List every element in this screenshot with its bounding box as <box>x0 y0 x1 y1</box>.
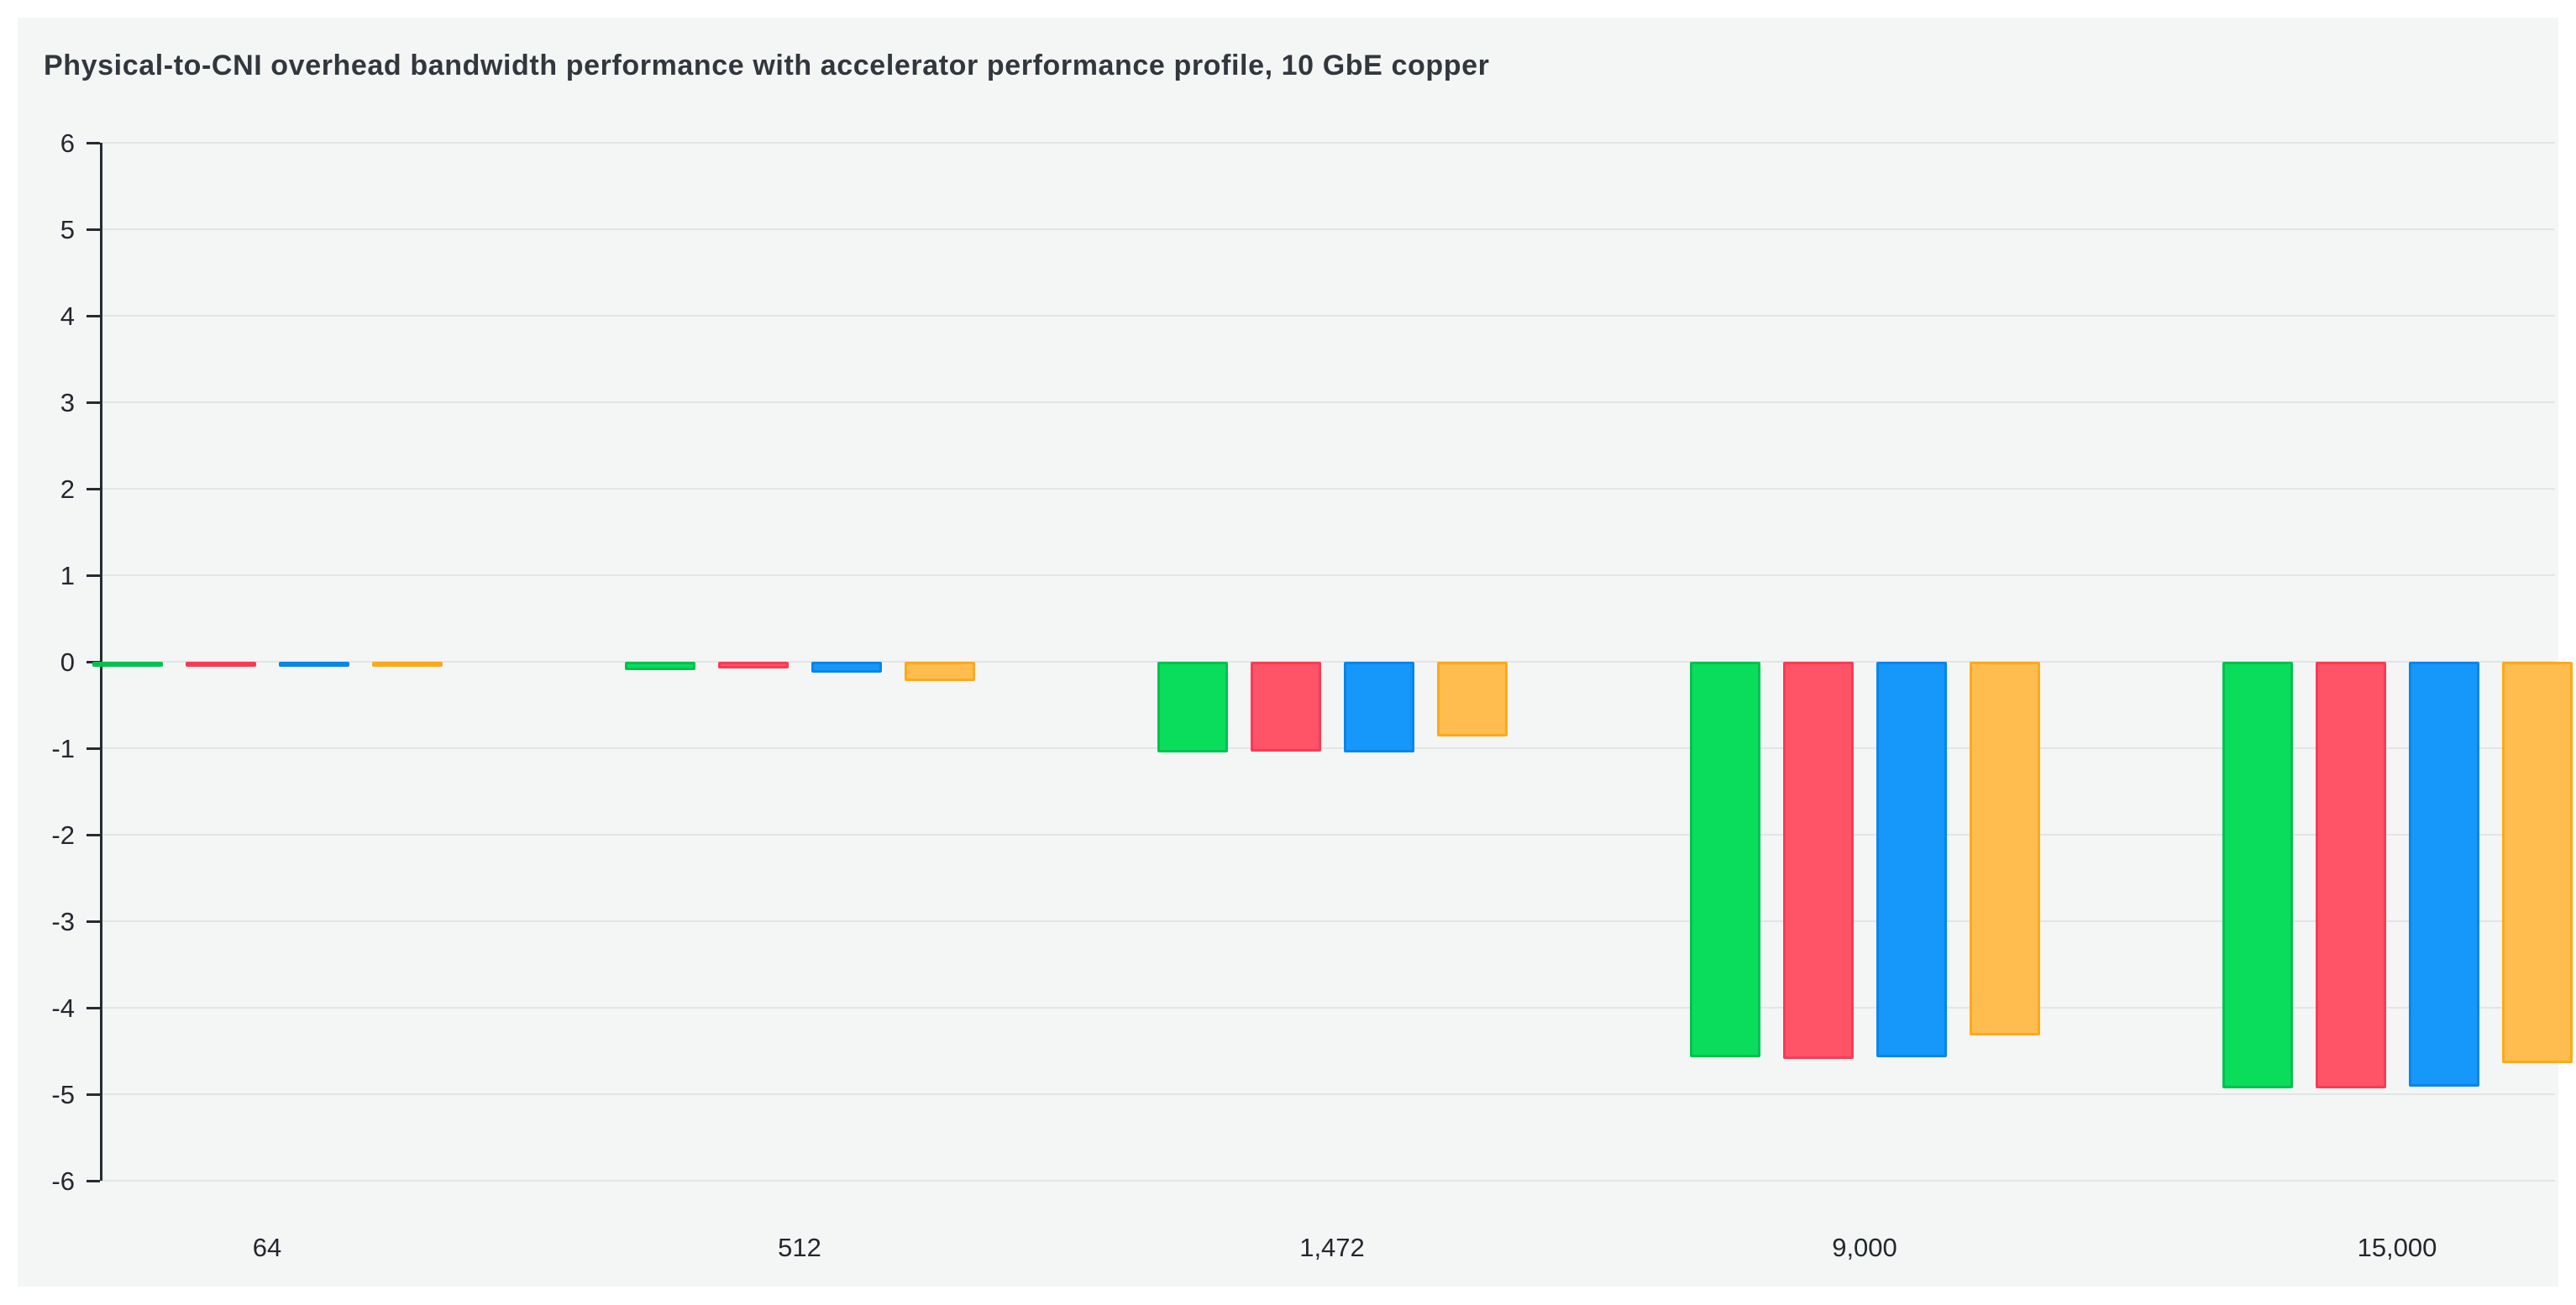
y-axis-label-1: 1 <box>60 560 75 590</box>
y-axis-tick <box>87 141 100 144</box>
y-axis-tick <box>87 747 100 750</box>
gridline-y--5 <box>102 1093 2555 1095</box>
y-axis-tick <box>87 1179 100 1182</box>
y-axis-tick <box>87 833 100 836</box>
x-axis-label-512: 512 <box>778 1233 821 1262</box>
bar-red-512[interactable] <box>717 662 789 669</box>
gridline-y--1 <box>102 747 2555 749</box>
y-axis-label--1: -1 <box>51 733 75 763</box>
y-axis-label-4: 4 <box>60 301 75 331</box>
gridline-y-0 <box>102 661 2555 663</box>
y-axis-tick <box>87 1093 100 1096</box>
y-axis-label--6: -6 <box>51 1166 75 1196</box>
gridline-y--4 <box>102 1007 2555 1009</box>
gridline-y-5 <box>102 228 2555 230</box>
bar-red-9000[interactable] <box>1782 662 1854 1059</box>
bar-blue-512[interactable] <box>811 662 882 673</box>
y-axis-label--4: -4 <box>51 993 75 1023</box>
bar-green-1472[interactable] <box>1157 662 1228 753</box>
bar-green-512[interactable] <box>624 662 695 671</box>
bar-blue-64[interactable] <box>278 662 349 667</box>
gridline-y-2 <box>102 488 2555 490</box>
bar-orange-15000[interactable] <box>2501 662 2573 1063</box>
bar-blue-9000[interactable] <box>1876 662 1947 1057</box>
bar-orange-9000[interactable] <box>1969 662 2040 1035</box>
y-axis-label-0: 0 <box>60 647 75 677</box>
y-axis-label-3: 3 <box>60 387 75 417</box>
y-axis-label-5: 5 <box>60 214 75 244</box>
y-axis-label--5: -5 <box>51 1079 75 1109</box>
y-axis-label--2: -2 <box>51 820 75 850</box>
y-axis-tick <box>87 401 100 404</box>
plot-area: 6 5 4 3 2 1 0 -1 -2 -3 -4 -5 -6 64 512 1,472 9,000 15,000 <box>51 130 2573 1262</box>
y-axis-tick <box>87 1006 100 1009</box>
chart-card: Physical-to-CNI overhead bandwidth perfo… <box>18 18 2573 1287</box>
y-axis-label-2: 2 <box>60 474 75 504</box>
gridline-y-6 <box>102 142 2555 144</box>
bar-blue-15000[interactable] <box>2408 662 2479 1087</box>
y-axis-label--3: -3 <box>51 906 75 936</box>
bar-blue-1472[interactable] <box>1343 662 1414 753</box>
bar-orange-512[interactable] <box>904 662 975 681</box>
x-axis-label-1472: 1,472 <box>1299 1233 1365 1262</box>
gridline-y-3 <box>102 401 2555 403</box>
bar-red-1472[interactable] <box>1250 662 1321 752</box>
bar-orange-1472[interactable] <box>1436 662 1508 736</box>
y-axis-label-6: 6 <box>60 128 75 158</box>
bar-red-64[interactable] <box>185 662 256 667</box>
y-axis-tick <box>87 920 100 923</box>
gridline-y--6 <box>102 1180 2555 1182</box>
bar-red-15000[interactable] <box>2315 662 2386 1088</box>
bar-green-9000[interactable] <box>1689 662 1760 1057</box>
x-axis-label-9000: 9,000 <box>1832 1233 1897 1262</box>
gridline-y-4 <box>102 315 2555 317</box>
x-axis-label-15000: 15,000 <box>2357 1233 2437 1262</box>
bar-green-15000[interactable] <box>2222 662 2293 1088</box>
x-axis-label-64: 64 <box>252 1233 282 1262</box>
gridline-y-1 <box>102 574 2555 576</box>
bar-green-64[interactable] <box>92 662 163 667</box>
chart-title: Physical-to-CNI overhead bandwidth perfo… <box>44 50 1490 81</box>
y-axis-tick <box>87 574 100 577</box>
bar-orange-64[interactable] <box>371 662 443 667</box>
gridline-y--3 <box>102 920 2555 922</box>
y-axis-tick <box>87 228 100 231</box>
gridline-y--2 <box>102 834 2555 836</box>
y-axis-tick <box>87 487 100 490</box>
y-axis-tick <box>87 314 100 317</box>
